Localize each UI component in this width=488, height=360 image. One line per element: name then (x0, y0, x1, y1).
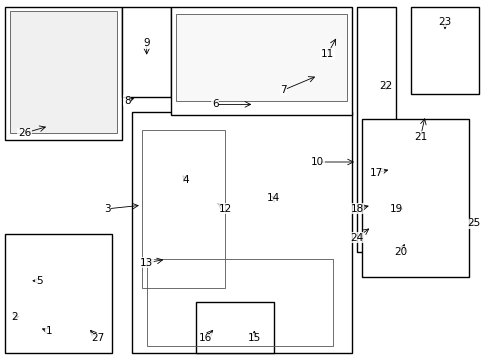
Text: 14: 14 (266, 193, 280, 203)
Text: 11: 11 (320, 49, 334, 59)
Bar (410, 7, 478, 94)
Text: 21: 21 (413, 132, 427, 142)
Text: 19: 19 (388, 204, 402, 214)
Bar (5, 7, 122, 140)
Text: 7: 7 (280, 85, 286, 95)
Bar (195, 302, 273, 353)
Bar (132, 112, 351, 353)
Text: 10: 10 (311, 157, 324, 167)
Text: 27: 27 (91, 333, 104, 343)
Bar (5, 234, 112, 353)
Bar (122, 7, 171, 97)
Polygon shape (10, 11, 117, 133)
Text: 23: 23 (437, 17, 451, 27)
Text: 8: 8 (123, 96, 130, 106)
Text: 12: 12 (218, 204, 231, 214)
Text: 24: 24 (349, 233, 363, 243)
Text: 16: 16 (198, 333, 212, 343)
Text: 13: 13 (140, 258, 153, 268)
Text: 4: 4 (182, 175, 189, 185)
Text: 2: 2 (11, 312, 18, 322)
Text: 22: 22 (379, 81, 392, 91)
Text: 20: 20 (394, 247, 407, 257)
Text: 9: 9 (143, 38, 150, 48)
Text: 3: 3 (104, 204, 111, 214)
Text: 5: 5 (36, 276, 42, 286)
Text: 1: 1 (45, 326, 52, 336)
Bar (356, 7, 395, 252)
Bar (171, 7, 351, 115)
Text: 26: 26 (18, 128, 31, 138)
Text: 6: 6 (211, 99, 218, 109)
Polygon shape (176, 14, 346, 101)
Text: 15: 15 (247, 333, 261, 343)
Bar (361, 119, 468, 277)
Text: 18: 18 (349, 204, 363, 214)
Text: 17: 17 (369, 168, 383, 178)
Text: 25: 25 (467, 218, 480, 228)
